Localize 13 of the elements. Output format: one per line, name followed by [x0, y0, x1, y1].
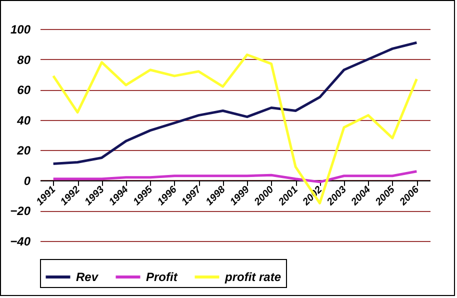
y-tick-label: 20: [16, 144, 31, 158]
legend-label: Rev: [76, 270, 100, 284]
y-tick-label: 100: [10, 22, 31, 36]
y-tick-label: 40: [16, 113, 31, 128]
y-tick-label: −40: [10, 234, 31, 248]
y-tick-label: 80: [17, 52, 31, 67]
line-series: [52, 170, 418, 184]
y-tick-label: −20: [10, 204, 31, 218]
line-series: [52, 41, 418, 166]
legend-label: profit rate: [224, 270, 282, 284]
y-tick-label: 60: [17, 83, 31, 98]
y-tick-label: 0: [24, 174, 31, 188]
legend-label: Profit: [146, 270, 178, 284]
